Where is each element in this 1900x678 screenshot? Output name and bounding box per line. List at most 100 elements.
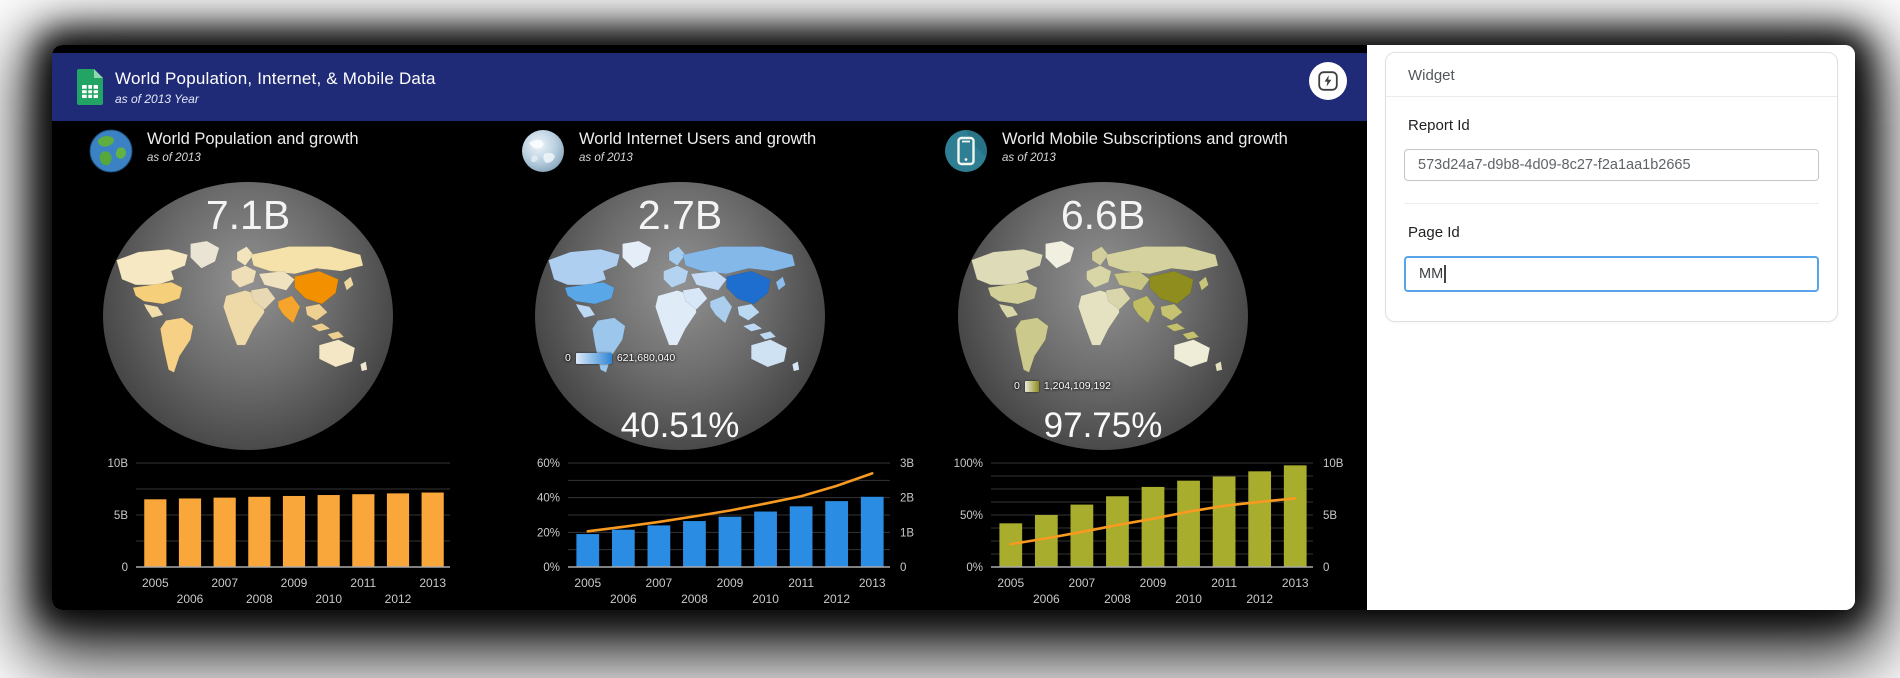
- svg-text:60%: 60%: [537, 458, 560, 470]
- report-id-value: 573d24a7-d9b8-4d09-8c27-f2a1aa1b2665: [1418, 157, 1691, 173]
- report-dashboard: World Population, Internet, & Mobile Dat…: [52, 45, 1367, 610]
- legend-min: 0: [565, 352, 571, 364]
- population-panel: World Population and growth as of 2013 7…: [88, 128, 512, 610]
- panel-subtitle: as of 2013: [579, 152, 633, 164]
- svg-text:2010: 2010: [1175, 592, 1202, 606]
- svg-text:100%: 100%: [954, 458, 983, 470]
- svg-text:2010: 2010: [315, 592, 342, 606]
- svg-text:2012: 2012: [1246, 592, 1273, 606]
- svg-text:0: 0: [900, 562, 906, 574]
- population-bar-chart: 10B 5B 0 2005 2006 2007 2008 2009 2010 2011 2012 20…: [108, 458, 450, 606]
- svg-text:1B: 1B: [900, 527, 914, 539]
- population-total: 7.1B: [205, 192, 291, 238]
- svg-text:2011: 2011: [1211, 576, 1237, 590]
- population-globe: 7.1B: [103, 182, 393, 450]
- svg-text:2007: 2007: [646, 576, 673, 590]
- svg-text:0: 0: [122, 562, 128, 574]
- report-id-input[interactable]: 573d24a7-d9b8-4d09-8c27-f2a1aa1b2665: [1404, 149, 1819, 181]
- svg-text:2006: 2006: [177, 592, 204, 606]
- mobile-total: 6.6B: [1060, 192, 1146, 238]
- legend-max: 621,680,040: [616, 352, 676, 364]
- svg-text:0: 0: [1323, 562, 1329, 574]
- internet-panel: World Internet Users and growth as of 20…: [520, 128, 944, 610]
- internet-total: 2.7B: [637, 192, 723, 238]
- field-divider: [1404, 203, 1819, 204]
- svg-text:2008: 2008: [1104, 592, 1131, 606]
- svg-text:0%: 0%: [543, 562, 560, 574]
- internet-globe: 2.7B 0 621,680,040 40.51%: [535, 182, 825, 450]
- panel-title: World Population and growth: [147, 130, 359, 148]
- svg-text:2009: 2009: [1140, 576, 1167, 590]
- svg-text:0%: 0%: [966, 562, 983, 574]
- svg-text:2009: 2009: [281, 576, 308, 590]
- population-panel-header: World Population and growth as of 2013: [88, 128, 512, 174]
- svg-text:5B: 5B: [114, 510, 128, 522]
- svg-text:2007: 2007: [1069, 576, 1096, 590]
- report-title: World Population, Internet, & Mobile Dat…: [115, 68, 436, 88]
- svg-text:2012: 2012: [823, 592, 850, 606]
- text-cursor: [1444, 265, 1446, 283]
- svg-text:5B: 5B: [1323, 510, 1337, 522]
- svg-text:2B: 2B: [900, 493, 914, 505]
- svg-text:10B: 10B: [108, 458, 129, 470]
- svg-text:2006: 2006: [610, 592, 637, 606]
- internet-bar-chart: 60% 40% 20% 0% 3B 2B 1B 0 2005 2006 2007 2008 2009 20…: [537, 458, 914, 606]
- internet-panel-header: World Internet Users and growth as of 20…: [520, 128, 944, 174]
- report-id-label: Report Id: [1408, 117, 1470, 134]
- mobile-globe: 6.6B 0 1,204,109,192 97.75%: [958, 182, 1248, 450]
- internet-percent: 40.51%: [620, 406, 740, 445]
- mobile-bar-chart: 100% 50% 0% 10B 5B 0 2005 2006 2007 2008 2009 2010 2…: [954, 458, 1344, 606]
- page-id-value: MM: [1419, 266, 1444, 282]
- spreadsheet-icon: [77, 69, 103, 105]
- svg-text:2005: 2005: [574, 576, 601, 590]
- panel-subtitle: as of 2013: [1002, 152, 1056, 164]
- mobile-panel-header: World Mobile Subscriptions and growth as…: [943, 128, 1367, 174]
- choropleth-legend: 0 621,680,040: [565, 352, 675, 364]
- embed-action-button[interactable]: [1309, 62, 1347, 100]
- svg-text:2009: 2009: [717, 576, 744, 590]
- widget-card-title: Widget: [1408, 67, 1455, 84]
- card-divider: [1386, 96, 1837, 97]
- svg-text:3B: 3B: [900, 458, 914, 470]
- page-id-input[interactable]: MM: [1404, 256, 1819, 292]
- panel-subtitle: as of 2013: [147, 152, 201, 164]
- svg-text:40%: 40%: [537, 493, 560, 505]
- svg-text:2010: 2010: [752, 592, 779, 606]
- svg-text:50%: 50%: [960, 510, 983, 522]
- earth-globe-icon: [89, 129, 133, 173]
- svg-text:2005: 2005: [997, 576, 1024, 590]
- report-header: World Population, Internet, & Mobile Dat…: [52, 53, 1367, 121]
- panel-title: World Internet Users and growth: [579, 130, 817, 148]
- report-subtitle: as of 2013 Year: [115, 91, 199, 106]
- svg-text:2013: 2013: [1282, 576, 1309, 590]
- svg-text:2011: 2011: [350, 576, 376, 590]
- svg-text:2013: 2013: [859, 576, 886, 590]
- properties-side-panel: Widget Report Id 573d24a7-d9b8-4d09-8c27…: [1367, 45, 1855, 610]
- widget-card: Widget Report Id 573d24a7-d9b8-4d09-8c27…: [1385, 52, 1838, 322]
- svg-text:2012: 2012: [385, 592, 412, 606]
- legend-min: 0: [1014, 380, 1020, 392]
- choropleth-legend: 0 1,204,109,192: [1014, 380, 1111, 392]
- panel-title: World Mobile Subscriptions and growth: [1002, 130, 1288, 148]
- internet-globe-icon: [522, 130, 564, 172]
- legend-gradient-swatch: [1024, 380, 1039, 392]
- page-id-label: Page Id: [1408, 224, 1460, 241]
- mobile-phone-icon: [945, 130, 987, 172]
- legend-max: 1,204,109,192: [1043, 380, 1111, 392]
- mobile-percent: 97.75%: [1043, 406, 1163, 445]
- svg-text:10B: 10B: [1323, 458, 1344, 470]
- svg-text:20%: 20%: [537, 527, 560, 539]
- world-map: [116, 240, 368, 373]
- world-map: [971, 240, 1223, 373]
- svg-text:2013: 2013: [419, 576, 446, 590]
- svg-text:2005: 2005: [142, 576, 169, 590]
- lightning-icon: [1318, 71, 1338, 91]
- svg-text:2006: 2006: [1033, 592, 1060, 606]
- svg-text:2008: 2008: [681, 592, 708, 606]
- svg-text:2008: 2008: [246, 592, 273, 606]
- svg-text:2007: 2007: [211, 576, 238, 590]
- mobile-panel: World Mobile Subscriptions and growth as…: [943, 128, 1367, 610]
- app-window: World Population, Internet, & Mobile Dat…: [52, 45, 1855, 610]
- svg-text:2011: 2011: [788, 576, 814, 590]
